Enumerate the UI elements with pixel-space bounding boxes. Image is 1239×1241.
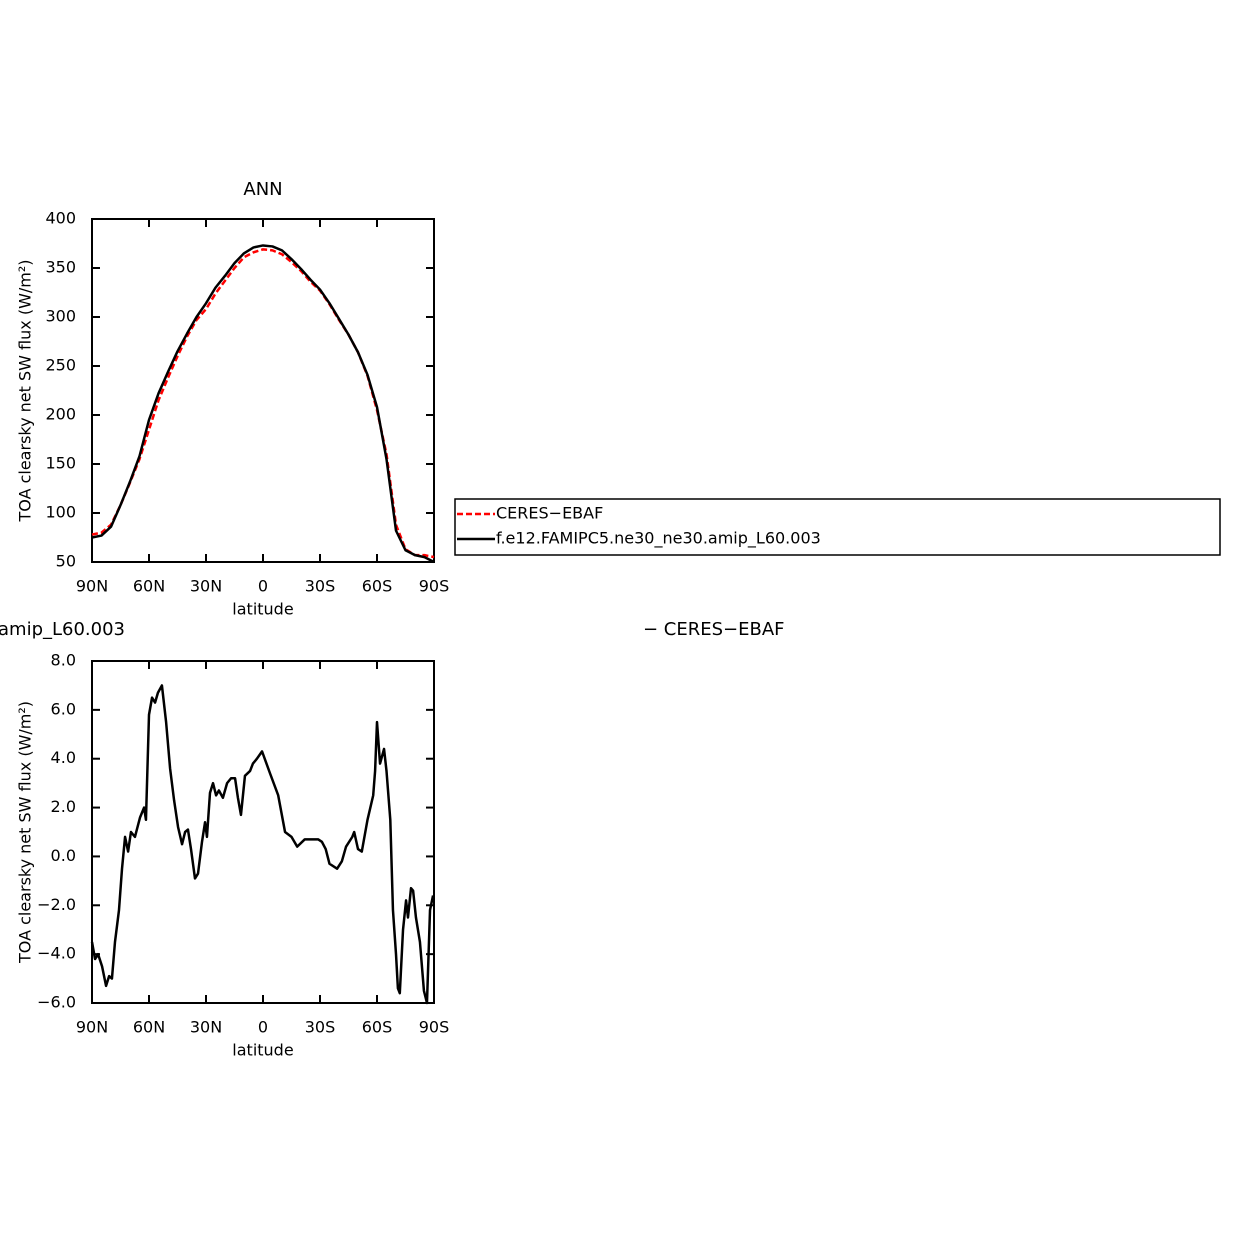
y-axis-label: TOA clearsky net SW flux (W/m²) <box>16 701 35 964</box>
legend-box <box>454 498 1221 556</box>
y-tick-label: −6.0 <box>37 993 76 1012</box>
y-tick-label: −4.0 <box>37 944 76 963</box>
left-title: amip_L60.003 <box>0 619 125 640</box>
plot-frame <box>91 660 435 1004</box>
chart-title: − CERES−EBAF <box>643 619 785 640</box>
y-tick-label: 0.0 <box>51 846 76 865</box>
y-tick-label: 8.0 <box>51 651 76 670</box>
plot-frame <box>91 218 435 563</box>
x-tick-label: 90S <box>419 1018 450 1037</box>
x-tick-label: 60S <box>362 577 393 596</box>
legend-label: f.e12.FAMIPC5.ne30_ne30.amip_L60.003 <box>496 529 821 549</box>
y-tick-label: 4.0 <box>51 748 76 767</box>
x-tick-label: 30S <box>305 577 336 596</box>
y-tick-label: 6.0 <box>51 699 76 718</box>
data-line <box>90 684 435 1005</box>
x-tick-label: 30N <box>190 577 222 596</box>
chart-title: ANN <box>243 179 282 200</box>
x-tick-label: 30N <box>190 1018 222 1037</box>
x-tick-label: 30S <box>305 1018 336 1037</box>
x-tick-label: 90N <box>76 577 108 596</box>
x-tick-label: 90N <box>76 1018 108 1037</box>
y-tick-label: 50 <box>56 552 76 571</box>
x-tick-label: 60S <box>362 1018 393 1037</box>
y-tick-label: −2.0 <box>37 895 76 914</box>
x-tick-label: 0 <box>258 577 268 596</box>
data-line <box>91 244 435 564</box>
data-line <box>91 248 435 559</box>
y-tick-label: 250 <box>45 356 76 375</box>
x-axis-label: latitude <box>232 600 293 619</box>
y-tick-label: 150 <box>45 454 76 473</box>
x-tick-label: 60N <box>133 577 165 596</box>
legend-label: CERES−EBAF <box>496 504 603 523</box>
y-tick-label: 400 <box>45 209 76 228</box>
y-axis-label: TOA clearsky net SW flux (W/m²) <box>16 259 35 522</box>
y-tick-label: 2.0 <box>51 797 76 816</box>
x-axis-label: latitude <box>232 1041 293 1060</box>
x-tick-label: 90S <box>419 577 450 596</box>
y-tick-label: 100 <box>45 503 76 522</box>
y-tick-label: 300 <box>45 307 76 326</box>
y-tick-label: 200 <box>45 405 76 424</box>
y-tick-label: 350 <box>45 258 76 277</box>
x-tick-label: 0 <box>258 1018 268 1037</box>
x-tick-label: 60N <box>133 1018 165 1037</box>
